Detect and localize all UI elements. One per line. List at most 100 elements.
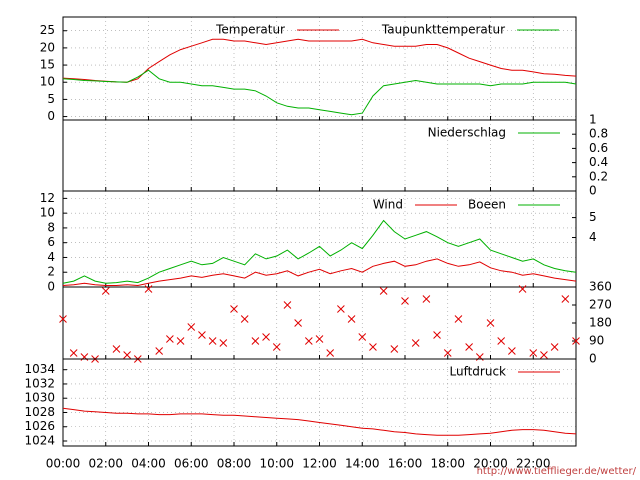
y-tick-label: 6 (47, 235, 55, 249)
series-line (62, 219, 577, 284)
scatter-point (272, 343, 281, 351)
scatter-point (347, 315, 356, 323)
y-tick-label: 4 (47, 250, 55, 264)
y-tick-label: 10 (40, 75, 55, 89)
scatter-point (422, 295, 431, 303)
y-tick-label: 1024 (24, 434, 55, 448)
y2-tick-label: 0.2 (589, 169, 608, 183)
y2-tick-label: 0.6 (589, 141, 608, 155)
y-tick-label: 25 (40, 23, 55, 37)
y-tick-label: 20 (40, 40, 55, 54)
scatter-point (358, 333, 367, 341)
x-tick-label: 14:00 (345, 457, 380, 471)
series-line (62, 407, 577, 436)
y2-tick-label: 90 (589, 334, 604, 348)
scatter-point (240, 315, 249, 323)
scatter-point (411, 339, 420, 347)
scatter-point (550, 343, 559, 351)
y2-tick-label: 1 (589, 113, 597, 127)
y-tick-label: 5 (47, 92, 55, 106)
panel-frame (62, 358, 577, 447)
y-tick-label: 1032 (24, 376, 55, 390)
scatter-point (529, 349, 538, 357)
scatter-point (369, 343, 377, 351)
x-tick-label: 22:00 (516, 457, 551, 471)
y2-tick-label: 5 (589, 210, 597, 224)
scatter-point (251, 337, 260, 345)
scatter-point (262, 333, 270, 341)
scatter-point (518, 285, 527, 293)
scatter-point (59, 315, 67, 323)
scatter-point (112, 345, 121, 353)
scatter-point (144, 285, 153, 293)
scatter-point (69, 349, 78, 357)
scatter-point (123, 351, 131, 359)
series-line (62, 69, 577, 116)
y-tick-label: 1026 (24, 419, 55, 433)
y2-tick-label: 180 (589, 316, 612, 330)
scatter-point (337, 305, 345, 313)
scatter-point (166, 335, 174, 343)
series-line (62, 258, 577, 287)
y-tick-label: 8 (47, 220, 55, 234)
x-tick-label: 00:00 (46, 457, 81, 471)
y-tick-label: 1034 (24, 362, 55, 376)
y-tick-label: 0 (47, 280, 55, 294)
y-tick-label: 1028 (24, 405, 55, 419)
scatter-point (198, 331, 206, 339)
y-tick-label: 15 (40, 58, 55, 72)
scatter-point (187, 323, 196, 331)
y-tick-label: 2 (47, 265, 55, 279)
scatter-point (572, 337, 580, 345)
series-line (62, 38, 577, 83)
x-tick-label: 08:00 (217, 457, 252, 471)
scatter-point (465, 343, 473, 351)
legend-label: Luftdruck (449, 365, 506, 379)
scatter-point (326, 349, 335, 357)
scatter-point (379, 287, 388, 295)
x-tick-label: 20:00 (473, 457, 508, 471)
legend-label: Boeen (468, 198, 506, 212)
y2-tick-label: 0 (589, 352, 597, 366)
scatter-point (315, 335, 324, 343)
scatter-point (176, 337, 185, 345)
scatter-point (443, 349, 452, 357)
y2-tick-label: 0.8 (589, 127, 608, 141)
scatter-point (540, 351, 548, 359)
scatter-point (433, 331, 441, 339)
x-tick-label: 10:00 (259, 457, 294, 471)
scatter-point (283, 301, 292, 309)
y-tick-label: 1030 (24, 391, 55, 405)
scatter-point (508, 347, 516, 355)
x-tick-label: 04:00 (131, 457, 166, 471)
scatter-point (486, 319, 495, 327)
scatter-point (155, 347, 164, 355)
x-tick-label: 16:00 (388, 457, 423, 471)
legend-label: Temperatur (215, 23, 285, 37)
y-tick-label: 0 (47, 109, 55, 123)
legend-label: Niederschlag (428, 126, 506, 140)
y-tick-label: 12 (40, 191, 55, 205)
scatter-point (454, 315, 463, 323)
scatter-point (101, 287, 110, 295)
x-tick-label: 02:00 (88, 457, 123, 471)
y2-tick-label: 270 (589, 298, 612, 312)
scatter-point (304, 337, 313, 345)
x-tick-label: 06:00 (174, 457, 209, 471)
scatter-point (230, 305, 238, 313)
source-link: http://www.tiefflieger.de/wetter/ (477, 466, 637, 477)
scatter-point (497, 337, 506, 345)
y2-tick-label: 360 (589, 280, 612, 294)
y-tick-label: 10 (40, 206, 55, 220)
legend-label: Taupunkttemperatur (381, 23, 505, 37)
y2-tick-label: 0.4 (589, 155, 608, 169)
x-tick-label: 12:00 (302, 457, 337, 471)
y2-tick-label: 0 (589, 184, 597, 198)
scatter-point (390, 345, 399, 353)
scatter-point (208, 337, 217, 345)
y2-tick-label: 4 (589, 230, 597, 244)
scatter-point (401, 297, 409, 305)
legend-label: Wind (373, 198, 403, 212)
scatter-point (561, 295, 570, 303)
